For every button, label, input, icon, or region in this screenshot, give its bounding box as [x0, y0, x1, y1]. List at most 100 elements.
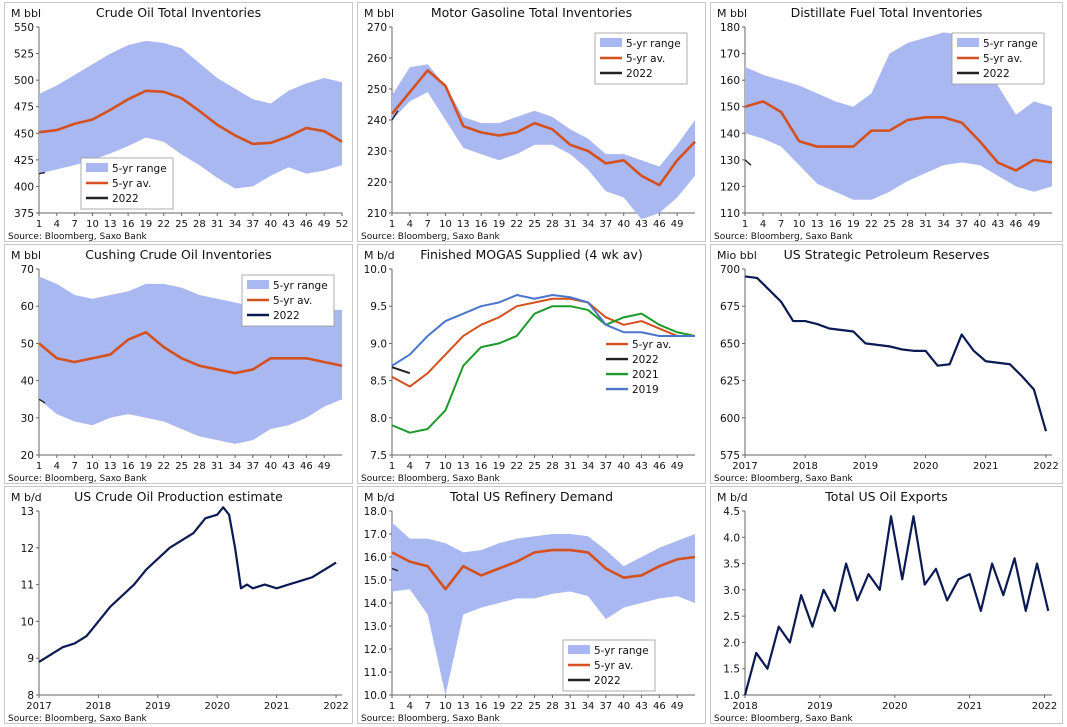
y-tick-label: 120	[720, 181, 740, 193]
source-note: Source: Bloomberg, Saxo Bank	[8, 232, 147, 242]
legend-entry-label: 2022	[632, 354, 659, 366]
chart-motor-gasoline-inventories: 210 220 230 240 250 260 270 1 4 7 10 13 16 19 22 25 28 31…	[367, 22, 696, 230]
legend-entry-label: 2022	[983, 68, 1010, 80]
x-tick-label: 2021	[264, 701, 289, 712]
x-tick-label: 2019	[145, 701, 170, 712]
x-tick-label: 49	[671, 461, 684, 472]
x-tick-label: 31	[564, 219, 577, 230]
x-tick-label: 28	[901, 219, 914, 230]
x-tick-label: 13	[104, 219, 117, 230]
y-tick-label: 50	[21, 338, 34, 350]
y-tick-label: 17.0	[364, 529, 387, 541]
legend-entry-label: 2022	[112, 193, 139, 205]
x-tick-label: 19	[847, 219, 860, 230]
x-tick-label: 34	[229, 461, 242, 472]
x-tick-label: 49	[318, 461, 331, 472]
chart-title: Total US Refinery Demand	[449, 489, 614, 504]
x-tick-label: 2022	[323, 701, 348, 712]
series-2022-line	[744, 159, 752, 166]
x-tick-label: 49	[318, 219, 331, 230]
y-tick-label: 170	[720, 49, 740, 61]
y-tick-label: 3.0	[723, 585, 740, 597]
chart-strategic-petroleum-reserves: 575 600 625 650 675 700 2017 2018 2019 2020 2021 20…	[720, 264, 1059, 472]
y-unit-label: M bbl	[11, 249, 42, 262]
y-tick-label: 9	[27, 653, 34, 665]
x-tick-label: 4	[54, 461, 60, 472]
y-tick-label: 130	[720, 155, 740, 167]
y-tick-label: 270	[367, 22, 387, 34]
x-tick-label: 25	[883, 219, 896, 230]
x-tick-label: 19	[493, 461, 506, 472]
x-tick-label: 2022	[1033, 461, 1058, 472]
y-tick-label: 10.0	[364, 690, 387, 702]
legend-entry-label: 5-yr av.	[626, 53, 665, 65]
x-tick-label: 2019	[807, 701, 832, 712]
panel-oil-exports: Total US Oil Exports M b/d Source: Bloom…	[710, 486, 1063, 724]
series-line	[38, 506, 337, 663]
x-tick-label: 34	[582, 219, 595, 230]
x-tick-label: 7	[424, 701, 430, 712]
chart-crude-oil-inventories: 375 400 425 450 475 500 525 550 1 4 7 10 13 16 19 22 25 2…	[14, 22, 348, 230]
y-tick-label: 525	[14, 49, 34, 61]
y-tick-label: 3.5	[723, 559, 740, 571]
source-note: Source: Bloomberg, Saxo Bank	[361, 474, 500, 484]
x-tick-label: 40	[617, 461, 630, 472]
x-tick-label: 4	[407, 701, 413, 712]
chart-title: Total US Oil Exports	[825, 489, 948, 504]
x-tick-label: 34	[229, 219, 242, 230]
x-tick-label: 16	[122, 461, 135, 472]
panel-crude-oil-production: US Crude Oil Production estimate M b/d S…	[4, 486, 353, 724]
y-tick-label: 9.0	[370, 338, 387, 350]
y-tick-label: 9.5	[370, 301, 387, 313]
chart-refinery-demand: 10.011.012.013.014.015.016.017.018.01 4 7 1…	[364, 506, 696, 712]
y-tick-label: 8	[27, 690, 34, 702]
x-tick-label: 2020	[205, 701, 230, 712]
y-tick-label: 400	[14, 181, 34, 193]
series-line	[744, 275, 1048, 432]
y-tick-label: 550	[14, 22, 34, 34]
x-tick-label: 28	[546, 701, 559, 712]
x-tick-label: 10	[439, 701, 452, 712]
y-tick-label: 10	[21, 616, 34, 628]
x-tick-label: 19	[140, 461, 153, 472]
x-tick-label: 2020	[913, 461, 938, 472]
chart-title: Finished MOGAS Supplied (4 wk av)	[420, 247, 643, 262]
x-tick-label: 13	[457, 219, 470, 230]
x-tick-label: 34	[582, 701, 595, 712]
y-tick-label: 500	[14, 75, 34, 87]
x-tick-label: 37	[247, 219, 260, 230]
panel-crude-oil-inventories: Crude Oil Total Inventories M bbl Source…	[4, 2, 353, 242]
chart-crude-oil-production: 8 9 10 11 12 13 2017 2018 2019 2020 2021 2022	[21, 506, 349, 712]
x-tick-label: 34	[582, 461, 595, 472]
y-tick-label: 260	[367, 53, 387, 65]
y-tick-label: 650	[720, 338, 740, 350]
x-tick-label: 13	[104, 461, 117, 472]
x-tick-label: 31	[211, 219, 224, 230]
y-unit-label: M bbl	[717, 7, 748, 20]
series-2022-line	[391, 110, 399, 121]
y-tick-label: 70	[21, 264, 34, 276]
source-note: Source: Bloomberg, Saxo Bank	[8, 714, 147, 724]
x-tick-label: 34	[937, 219, 950, 230]
legend-swatch-range	[600, 38, 622, 47]
source-note: Source: Bloomberg, Saxo Bank	[8, 474, 147, 484]
x-tick-label: 46	[653, 701, 666, 712]
y-tick-label: 150	[720, 102, 740, 114]
chart-title: US Strategic Petroleum Reserves	[783, 247, 990, 262]
source-note: Source: Bloomberg, Saxo Bank	[361, 714, 500, 724]
legend-entry-label: 5-yr range	[594, 645, 649, 657]
x-tick-label: 22	[157, 219, 170, 230]
x-tick-label: 2018	[86, 701, 111, 712]
x-tick-label: 46	[653, 461, 666, 472]
x-tick-label: 16	[122, 219, 135, 230]
x-tick-label: 7	[424, 461, 430, 472]
y-tick-label: 625	[720, 376, 740, 388]
x-tick-label: 16	[829, 219, 842, 230]
x-tick-label: 43	[635, 701, 648, 712]
x-tick-label: 37	[600, 701, 613, 712]
x-tick-label: 43	[635, 461, 648, 472]
x-tick-label: 31	[919, 219, 932, 230]
x-tick-label: 49	[1028, 219, 1041, 230]
source-note: Source: Bloomberg, Saxo Bank	[714, 474, 853, 484]
y-tick-label: 8.0	[370, 413, 387, 425]
